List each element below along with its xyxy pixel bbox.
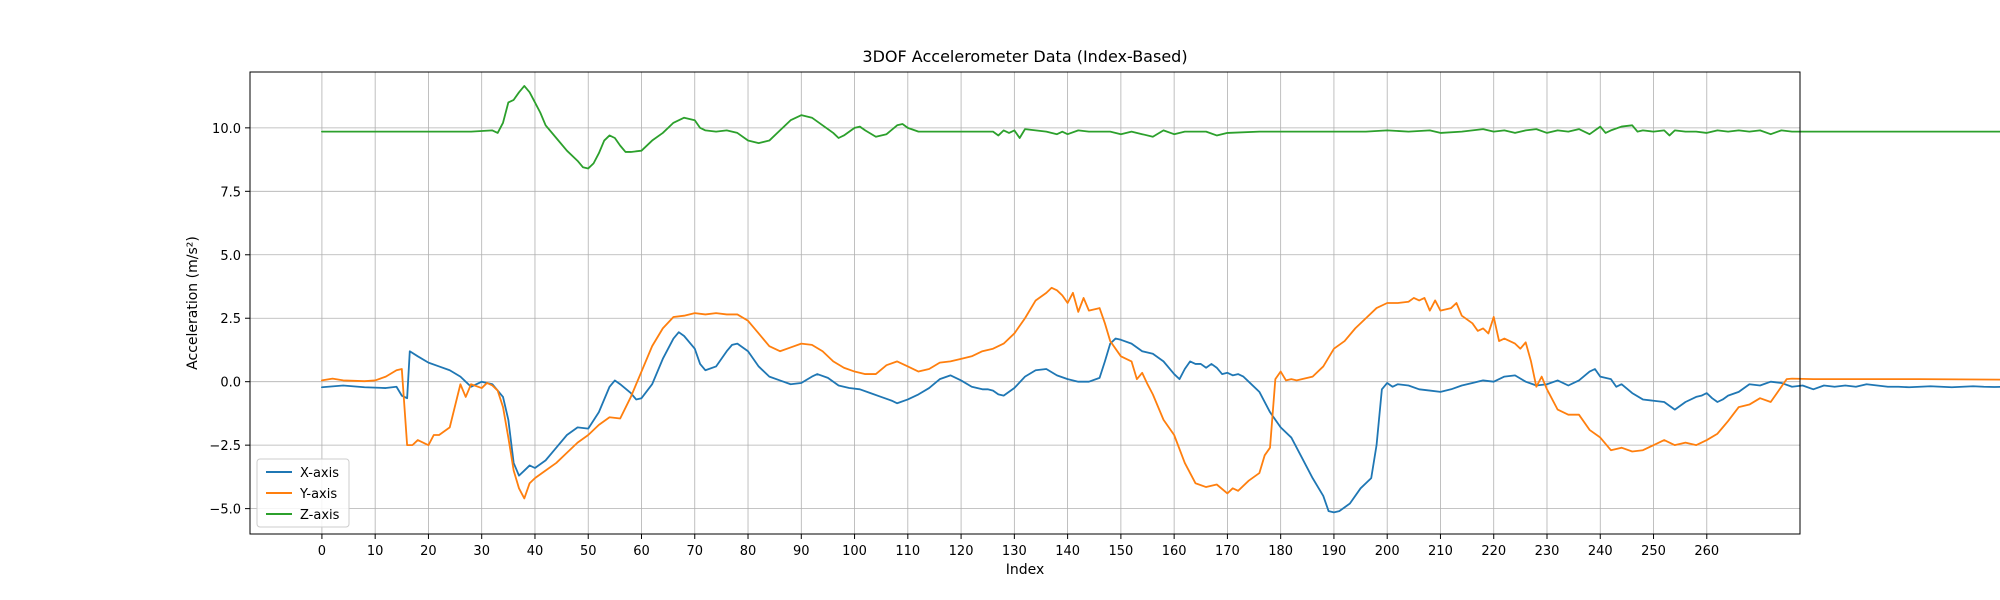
x-tick-label: 50 <box>580 544 597 559</box>
x-tick-label: 190 <box>1322 544 1347 559</box>
x-tick-label: 240 <box>1588 544 1613 559</box>
chart-title: 3DOF Accelerometer Data (Index-Based) <box>862 47 1187 66</box>
x-tick-label: 120 <box>949 544 974 559</box>
series-line-y-axis <box>321 286 2000 500</box>
legend-label-x-axis: X-axis <box>300 466 339 481</box>
series-lines <box>321 85 2000 514</box>
series-line-x-axis <box>321 331 2000 514</box>
x-axis-label: Index <box>1006 562 1045 578</box>
x-tick-label: 220 <box>1481 544 1506 559</box>
y-tick-label: −2.5 <box>209 439 241 454</box>
x-tick-label: 30 <box>473 544 490 559</box>
x-tick-label: 130 <box>1002 544 1027 559</box>
x-tick-label: 210 <box>1428 544 1453 559</box>
x-tick-label: 60 <box>633 544 650 559</box>
x-tick-label: 90 <box>793 544 810 559</box>
x-tick-label: 20 <box>420 544 437 559</box>
x-tick-label: 150 <box>1108 544 1133 559</box>
legend-label-z-axis: Z-axis <box>300 508 340 523</box>
x-tick-label: 40 <box>527 544 544 559</box>
x-tick-label: 250 <box>1641 544 1666 559</box>
x-tick-label: 80 <box>740 544 757 559</box>
y-tick-label: 7.5 <box>220 185 241 200</box>
y-axis-ticks: −5.0 −2.5 0.0 2.5 5.0 7.5 10.0 <box>209 122 250 518</box>
x-tick-label: 170 <box>1215 544 1240 559</box>
x-axis-ticks: 0 10 20 30 40 50 60 70 80 90 100 110 120 130 140 150 160… <box>318 534 1719 559</box>
plot-frame <box>249 71 1801 535</box>
legend-label-y-axis: Y-axis <box>299 487 337 502</box>
y-tick-label: 5.0 <box>220 249 241 264</box>
series-line-z-axis <box>321 85 2000 170</box>
x-tick-label: 260 <box>1694 544 1719 559</box>
legend: X-axis Y-axis Z-axis <box>256 458 350 528</box>
x-tick-label: 100 <box>842 544 867 559</box>
legend-box <box>256 458 350 528</box>
y-tick-label: 2.5 <box>220 312 241 327</box>
y-tick-label: 0.0 <box>220 376 241 391</box>
x-tick-label: 10 <box>367 544 384 559</box>
y-axis-label: Acceleration (m/s²) <box>185 236 201 370</box>
x-tick-label: 110 <box>895 544 920 559</box>
grid <box>250 72 1800 534</box>
y-tick-label: −5.0 <box>209 503 241 518</box>
x-tick-label: 140 <box>1055 544 1080 559</box>
x-tick-label: 180 <box>1268 544 1293 559</box>
x-tick-label: 230 <box>1535 544 1560 559</box>
x-tick-label: 160 <box>1162 544 1187 559</box>
y-tick-label: 10.0 <box>212 122 241 137</box>
x-tick-label: 0 <box>318 544 326 559</box>
x-tick-label: 200 <box>1375 544 1400 559</box>
x-tick-label: 70 <box>686 544 703 559</box>
